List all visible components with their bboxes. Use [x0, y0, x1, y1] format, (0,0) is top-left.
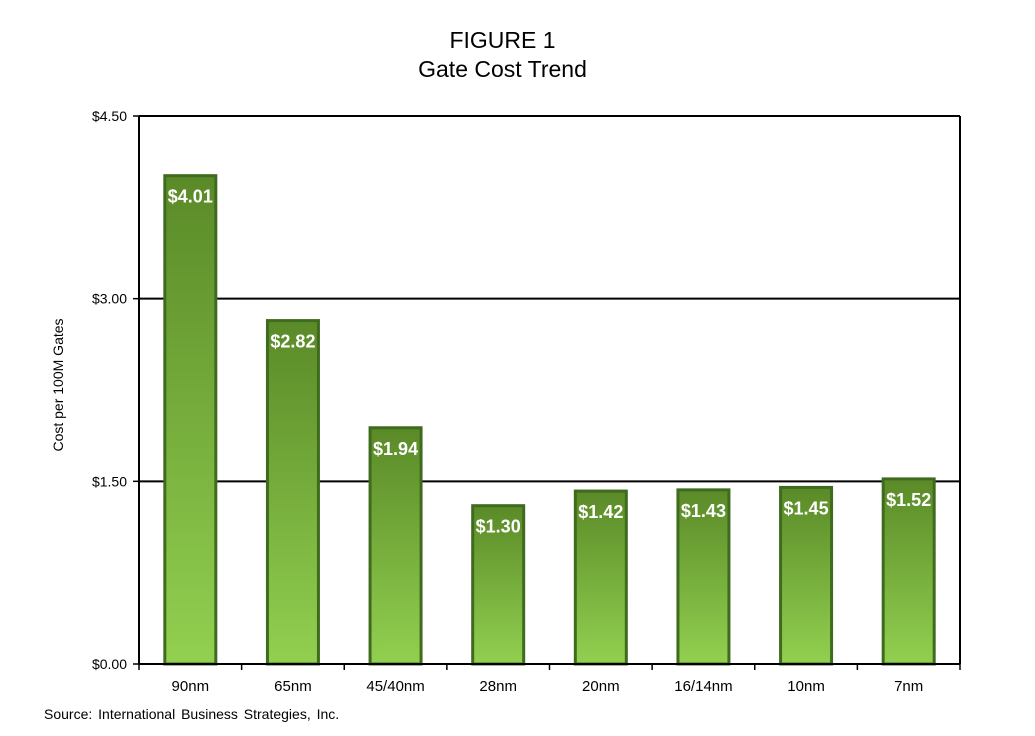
x-tick-label: 45/40nm: [366, 678, 424, 695]
bar: [779, 485, 834, 666]
data-label: $4.01: [168, 187, 213, 207]
y-tick-label: $0.00: [92, 656, 127, 672]
labels: $0.00 $1.50 $3.00 $4.50 $4.01 90nm $2.82 65nm $1…: [92, 108, 931, 695]
bar: [163, 174, 218, 666]
y-tick-label: $4.50: [92, 108, 127, 124]
gridlines: [139, 115, 960, 665]
bars: [163, 174, 936, 666]
x-tick-label: 7nm: [894, 678, 923, 695]
chart-title: FIGURE 1: [449, 27, 556, 53]
chart-title-block: FIGURE 1 Gate Cost Trend: [0, 26, 1005, 84]
bar: [368, 426, 423, 666]
data-label: $2.82: [270, 332, 315, 352]
x-tick-label: 16/14nm: [674, 678, 732, 695]
data-label: $1.30: [476, 517, 521, 537]
x-tick-label: 20nm: [582, 678, 620, 695]
data-label: $1.52: [886, 490, 931, 510]
x-tick-label: 10nm: [787, 678, 825, 695]
bar: [573, 489, 628, 666]
bar: [881, 477, 936, 666]
data-label: $1.45: [784, 498, 829, 518]
chart-subtitle: Gate Cost Trend: [418, 56, 587, 82]
y-tick-label: $1.50: [92, 473, 127, 489]
source-note: Source: International Business Strategie…: [44, 706, 340, 722]
x-tick-label: 90nm: [172, 678, 210, 695]
bar: [265, 319, 320, 666]
x-tick-label: 28nm: [479, 678, 517, 695]
data-label: $1.43: [681, 501, 726, 521]
y-tick-label: $3.00: [92, 291, 127, 307]
data-label: $1.94: [373, 439, 418, 459]
bar: [471, 504, 526, 666]
data-label: $1.42: [578, 502, 623, 522]
x-tick-label: 65nm: [274, 678, 312, 695]
axes: [133, 115, 961, 670]
